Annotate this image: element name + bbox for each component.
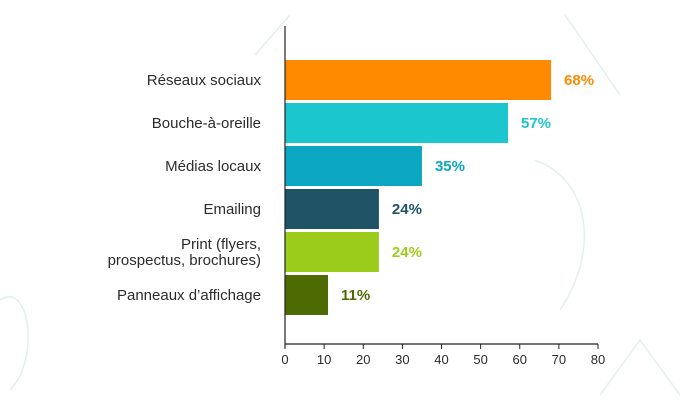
x-tick-label: 20 bbox=[356, 352, 370, 367]
value-label: 35% bbox=[435, 158, 465, 175]
category-labels: Réseaux sociaux Bouche-à-oreille Médias lo… bbox=[108, 72, 262, 304]
category-label: Emailing bbox=[203, 201, 261, 218]
category-label-line: prospectus, brochures) bbox=[108, 252, 261, 269]
category-label-line: Réseaux sociaux bbox=[147, 72, 262, 89]
category-label-line: Bouche-à-oreille bbox=[152, 115, 261, 132]
background-decoration bbox=[0, 14, 681, 396]
value-label: 57% bbox=[521, 115, 551, 132]
bar bbox=[285, 189, 379, 229]
x-tick-label: 50 bbox=[473, 352, 487, 367]
category-label-line: Print (flyers, bbox=[181, 236, 261, 253]
category-label: Réseaux sociaux bbox=[147, 72, 262, 89]
value-label: 24% bbox=[392, 244, 422, 261]
bar bbox=[285, 275, 329, 315]
category-label-line: Panneaux d’affichage bbox=[117, 287, 261, 304]
bars-group bbox=[285, 60, 552, 315]
bar bbox=[285, 146, 422, 186]
category-label: Panneaux d’affichage bbox=[117, 287, 261, 304]
value-labels: 68% 57% 35% 24% 24% 11% bbox=[341, 72, 594, 304]
bar bbox=[285, 232, 379, 272]
x-axis: 0 10 20 30 40 50 60 70 80 bbox=[281, 343, 605, 367]
category-label-line: Médias locaux bbox=[165, 158, 261, 175]
x-tick-label: 40 bbox=[434, 352, 448, 367]
value-label: 24% bbox=[392, 201, 422, 218]
x-tick-label: 0 bbox=[281, 352, 288, 367]
value-label: 11% bbox=[341, 287, 370, 304]
x-tick-label: 60 bbox=[513, 352, 527, 367]
x-tick-label: 10 bbox=[317, 352, 331, 367]
category-label-line: Emailing bbox=[203, 201, 261, 218]
bar bbox=[285, 103, 509, 143]
x-tick-label: 30 bbox=[395, 352, 409, 367]
category-label: Bouche-à-oreille bbox=[152, 115, 261, 132]
category-label: Médias locaux bbox=[165, 158, 261, 175]
value-label: 68% bbox=[564, 72, 594, 89]
x-tick-label: 70 bbox=[552, 352, 566, 367]
bar bbox=[285, 60, 552, 100]
x-tick-label: 80 bbox=[591, 352, 605, 367]
category-label: Print (flyers, prospectus, brochures) bbox=[108, 236, 261, 269]
